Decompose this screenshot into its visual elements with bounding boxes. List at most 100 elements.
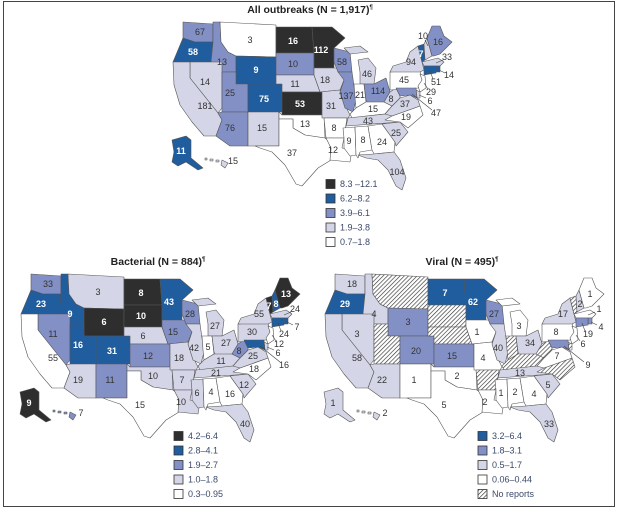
- legend-label: 0.5–1.7: [492, 460, 522, 470]
- legend: 3.2–6.4 1.8–3.1 0.5–1.7 0.06–0.44 No reports: [477, 431, 535, 499]
- state-value-NJ: 6: [580, 339, 585, 349]
- state-value-AL: 4: [208, 387, 213, 397]
- callout-line-RI: [438, 69, 446, 74]
- state-value-HI: 15: [228, 156, 238, 166]
- legend-swatch-none: [477, 489, 488, 499]
- state-value-NE: 6: [140, 331, 145, 341]
- state-value-VA: 37: [400, 99, 410, 109]
- state-value-DE: 6: [427, 96, 432, 106]
- state-value-MS: 1: [498, 388, 503, 398]
- legend-swatch-blue: [325, 193, 336, 204]
- state-value-MT: 3: [247, 35, 252, 45]
- state-value-MA: 1: [596, 304, 601, 314]
- legend-swatch-blue: [173, 445, 184, 456]
- callout-line-NH: [424, 39, 429, 47]
- state-RI: [435, 65, 441, 73]
- legend-label: 1.8–3.1: [492, 446, 522, 456]
- state-value-OR: 58: [188, 47, 198, 57]
- legend-swatch-dark: [173, 431, 184, 441]
- state-value-UT: 25: [225, 88, 235, 98]
- callout-line-MA: [435, 59, 444, 64]
- state-HI-part: [372, 411, 381, 421]
- state-value-NE: 11: [290, 79, 299, 89]
- state-value-HI: 2: [382, 408, 387, 418]
- state-value-IN: 21: [355, 90, 365, 100]
- state-value-RI: 14: [444, 70, 454, 80]
- state-value-MT: 3: [95, 287, 100, 297]
- state-value-VT: 7: [266, 301, 271, 311]
- state-value-WY: 9: [253, 65, 258, 75]
- map-title-text: Bacterial (N = 884): [111, 256, 202, 268]
- state-value-SC: 12: [239, 380, 249, 390]
- state-HI-part: [220, 159, 229, 169]
- state-value-NM: 1: [411, 375, 416, 385]
- figure-frame: [3, 1, 615, 507]
- state-value-SD: 10: [136, 311, 146, 321]
- state-value-NH: 10: [418, 31, 428, 41]
- state-value-OH: 27: [221, 338, 231, 348]
- state-value-CA: 55: [48, 353, 58, 363]
- state-value-UT: 16: [73, 340, 83, 350]
- state-value-TX: 15: [135, 400, 145, 410]
- state-value-MI: 3: [516, 321, 521, 331]
- state-TX: [102, 370, 180, 439]
- state-MT: [371, 273, 429, 310]
- state-RI: [587, 317, 593, 325]
- state-value-MO: 4: [480, 353, 485, 363]
- legend-label: 3.9–6.1: [340, 208, 370, 218]
- state-value-MA: 24: [290, 304, 300, 314]
- state-value-AK: 9: [26, 398, 31, 408]
- state-AK: [19, 387, 52, 423]
- state-ME: [274, 277, 301, 309]
- state-value-TX: 5: [441, 400, 446, 410]
- legend-label: 3.2–6.4: [492, 431, 522, 441]
- callout-line-DE: [418, 94, 427, 99]
- legend-swatch-white: [325, 237, 336, 247]
- state-value-AR: 8: [331, 123, 336, 133]
- state-HI-part: [63, 411, 68, 415]
- state-value-IL: 42: [189, 343, 199, 353]
- state-value-OK: 13: [300, 119, 310, 129]
- map-title: All outbreaks (N = 1,917)¶: [247, 4, 373, 16]
- state-value-TX: 37: [287, 148, 297, 158]
- state-value-MD: 9: [585, 360, 590, 370]
- state-value-SC: 25: [391, 128, 401, 138]
- state-value-NY: 17: [558, 309, 568, 319]
- state-MD: [243, 339, 266, 351]
- state-value-CT: 24: [279, 329, 289, 339]
- callout-line-MA: [587, 311, 596, 316]
- state-HI-part: [68, 411, 77, 421]
- state-SC: [381, 121, 409, 147]
- state-value-FL: 104: [389, 167, 404, 177]
- footnote-mark: ¶: [369, 5, 373, 11]
- state-MA: [269, 309, 293, 319]
- state-value-WV: 8: [236, 346, 241, 356]
- state-value-AZ: 22: [377, 375, 387, 385]
- state-ME: [578, 277, 605, 309]
- state-HI-part: [57, 410, 62, 414]
- callout-line-RI: [590, 321, 598, 326]
- state-value-WY: 6: [101, 317, 106, 327]
- state-AK: [171, 135, 204, 171]
- state-value-VT: 7: [418, 49, 423, 59]
- legend-swatch-medium: [477, 445, 488, 456]
- state-value-WA: 18: [347, 279, 357, 289]
- state-value-KS: 12: [143, 351, 153, 361]
- legend-label: 0.7–1.8: [340, 237, 370, 247]
- legend-label: 1.9–3.8: [340, 223, 370, 233]
- state-value-WI: 27: [489, 309, 499, 319]
- legend-swatch-dark: [325, 179, 336, 189]
- state-HI: [204, 157, 208, 161]
- state-MI-part: [191, 297, 217, 307]
- state-value-VA: 25: [248, 351, 258, 361]
- legend-label: 1.9–2.7: [188, 460, 218, 470]
- state-SD: [427, 304, 467, 328]
- state-value-WI: 58: [337, 57, 347, 67]
- map-bacterial: Bacterial (N = 884)¶ 33 23 9 3 6 11 55 16 31 19 11 8…: [19, 256, 301, 499]
- state-value-LA: 10: [176, 397, 186, 407]
- state-value-WV: 8: [388, 94, 393, 104]
- state-value-AZ: 76: [225, 123, 235, 133]
- state-value-IL: 40: [493, 343, 503, 353]
- state-value-GA: 24: [377, 137, 387, 147]
- state-value-OK: 2: [454, 371, 459, 381]
